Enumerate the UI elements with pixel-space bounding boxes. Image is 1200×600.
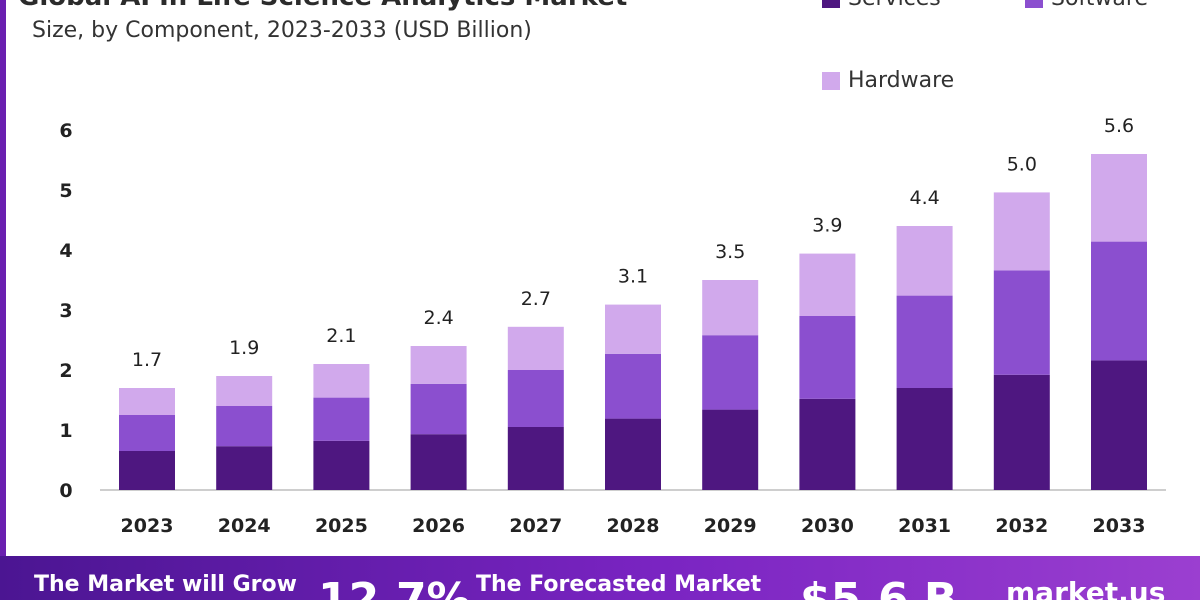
x-tick-label-2030: 2030 (801, 515, 854, 537)
bar-software-2029 (702, 335, 759, 410)
bar-hardware-2025 (313, 364, 370, 398)
bar-software-2026 (410, 383, 467, 435)
y-tick-label: 2 (59, 360, 72, 382)
x-tick-label-2025: 2025 (315, 515, 368, 537)
bar-hardware-2033 (1091, 154, 1147, 242)
bar-software-2032 (993, 270, 1050, 375)
legend-label-services: Services (848, 0, 941, 11)
data-label-total-2033: 5.6 (1104, 115, 1134, 137)
x-tick-label-2029: 2029 (704, 515, 757, 537)
footer-cagr-value: 12.7% (318, 574, 471, 600)
x-tick-label-2032: 2032 (995, 515, 1048, 537)
y-tick-label: 5 (59, 180, 72, 202)
bar-hardware-2028 (605, 304, 661, 354)
y-tick-label: 0 (59, 480, 72, 502)
data-label-total-2030: 3.9 (812, 215, 842, 237)
bar-services-2029 (702, 409, 759, 490)
bar-software-2024 (216, 406, 273, 447)
x-tick-label-2031: 2031 (898, 515, 951, 537)
bar-services-2024 (216, 446, 273, 490)
bar-software-2027 (507, 370, 564, 427)
bar-software-2030 (799, 316, 856, 399)
bar-software-2031 (896, 295, 953, 388)
bar-hardware-2031 (896, 226, 953, 296)
bar-hardware-2032 (993, 192, 1050, 271)
chart-subtitle: Size, by Component, 2023-2033 (USD Billi… (32, 18, 532, 43)
data-label-total-2031: 4.4 (909, 187, 939, 209)
bar-hardware-2030 (799, 253, 856, 316)
bar-hardware-2023 (119, 388, 175, 415)
bar-services-2028 (605, 418, 661, 490)
y-tick-label: 4 (59, 240, 72, 262)
y-tick-label: 3 (59, 300, 72, 322)
bar-services-2031 (896, 388, 953, 490)
bar-services-2026 (410, 434, 467, 490)
bar-software-2025 (313, 397, 370, 441)
bar-services-2030 (799, 398, 856, 490)
legend-item-hardware: Hardware (822, 68, 954, 93)
bar-services-2025 (313, 440, 370, 490)
legend-swatch-software (1025, 0, 1043, 8)
x-tick-label-2023: 2023 (121, 515, 174, 537)
y-tick-label: 1 (59, 420, 72, 442)
legend-label-hardware: Hardware (848, 68, 955, 93)
footer-brand-logo: market.us (1006, 576, 1166, 600)
bar-hardware-2027 (507, 326, 564, 370)
bar-services-2032 (993, 374, 1050, 490)
bar-software-2028 (605, 353, 661, 419)
legend-item-software: Software (1025, 0, 1148, 11)
legend-swatch-hardware (822, 71, 840, 90)
bar-services-2023 (119, 451, 175, 490)
chart-plot: 0 1 2 3 4 5 6 1.7 2023 1.9 2024 2.1 2025 2.4 2026 2.7 20… (59, 115, 1166, 537)
data-label-total-2023: 1.7 (132, 349, 162, 371)
footer-forecast-value: $5.6 B (800, 574, 958, 600)
footer-banner: The Market will Grow 12.7% The Forecaste… (0, 556, 1200, 600)
x-tick-label-2026: 2026 (412, 515, 465, 537)
footer-forecast-text: The Forecasted Market (476, 572, 762, 597)
data-label-total-2029: 3.5 (715, 241, 745, 263)
bar-hardware-2024 (216, 376, 273, 406)
data-label-total-2026: 2.4 (423, 307, 453, 329)
left-accent-bar (0, 0, 6, 556)
legend-label-software: Software (1051, 0, 1148, 11)
bar-software-2023 (119, 415, 175, 451)
bar-hardware-2029 (702, 280, 759, 336)
data-label-total-2025: 2.1 (326, 325, 356, 347)
legend-swatch-services (822, 0, 840, 8)
bar-services-2033 (1091, 360, 1147, 490)
x-tick-label-2024: 2024 (218, 515, 271, 537)
data-label-total-2032: 5.0 (1007, 153, 1037, 175)
data-label-total-2024: 1.9 (229, 337, 259, 359)
chart-title: Global AI In Life Science Analytics Mark… (18, 0, 627, 12)
data-label-total-2027: 2.7 (521, 288, 551, 310)
data-label-total-2028: 3.1 (618, 266, 648, 288)
bar-software-2033 (1091, 241, 1147, 361)
y-tick-label: 6 (59, 120, 72, 142)
x-tick-label-2028: 2028 (607, 515, 660, 537)
footer-grow-text: The Market will Grow (34, 572, 297, 597)
bar-hardware-2026 (410, 346, 467, 384)
x-tick-label-2027: 2027 (509, 515, 562, 537)
x-tick-label-2033: 2033 (1093, 515, 1146, 537)
bar-services-2027 (507, 427, 564, 490)
legend-item-services: Services (822, 0, 941, 11)
